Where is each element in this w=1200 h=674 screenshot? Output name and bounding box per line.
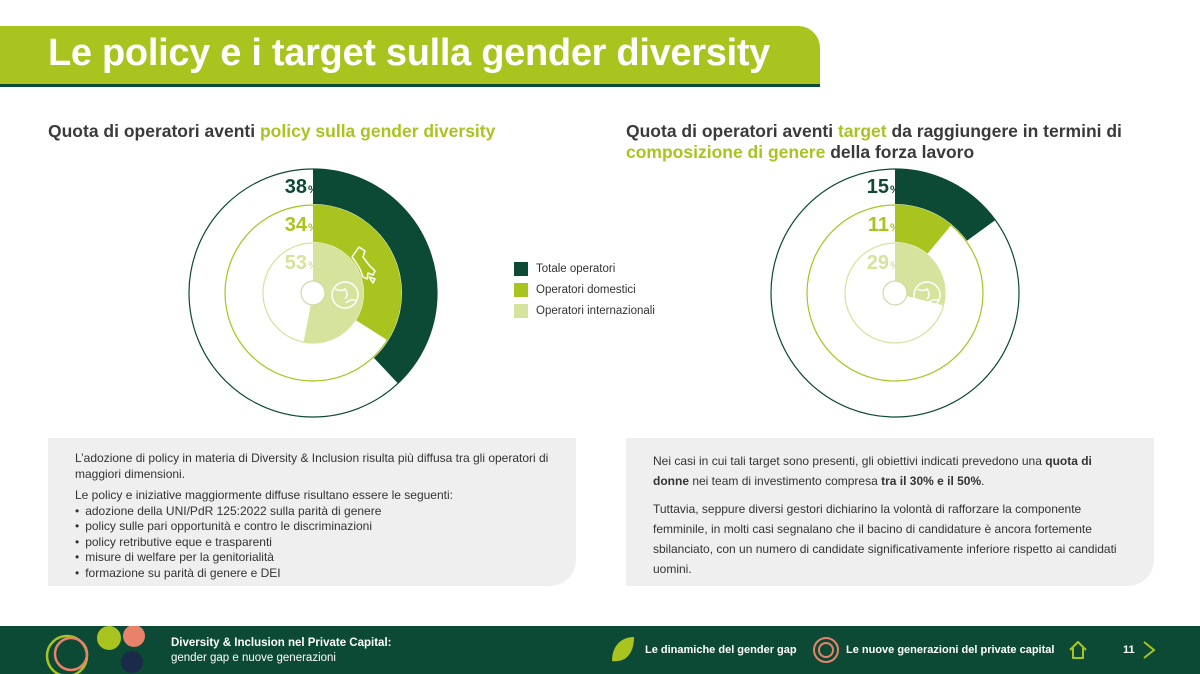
right-box-p1-mid: nei team di investimento compresa — [689, 474, 882, 488]
list-item: misure di welfare per la genitorialità — [75, 550, 550, 566]
right-text-box: Nei casi in cui tali target sono present… — [626, 438, 1154, 586]
left-box-paragraph-2: Le policy e iniziative maggiormente diff… — [75, 488, 453, 502]
footer-report-title: Diversity & Inclusion nel Private Capita… — [171, 636, 391, 666]
legend-swatch-totale — [514, 261, 528, 276]
right-unit-domestici: % — [890, 222, 900, 234]
right-label-totale: 15 — [867, 176, 889, 198]
right-subtitle-mid: da raggiungere in termini di — [886, 121, 1122, 141]
right-box-p1-post: . — [981, 474, 985, 488]
legend-swatch-internazionali — [514, 303, 528, 318]
left-donut-chart: 38 %34 %53% — [188, 168, 438, 418]
concentric-circles-icon — [813, 637, 839, 663]
left-label-totale: 38 — [285, 176, 307, 198]
nav-link-nuove-generazioni[interactable]: Le nuove generazioni del private capital — [846, 644, 1055, 656]
chart-legend: Totale operatori Operatori domestici Ope… — [514, 258, 655, 321]
right-unit-totale: % — [890, 184, 900, 196]
left-unit-totale: % — [308, 184, 318, 196]
footer-subtitle-line: gender gap e nuove generazioni — [171, 652, 336, 664]
right-unit-internazionali: % — [890, 260, 900, 272]
legend-label-domestici: Operatori domestici — [536, 283, 636, 296]
left-text-box: L’adozione di policy in materia di Diver… — [48, 438, 576, 586]
legend-item-totale: Totale operatori — [514, 258, 655, 279]
legend-item-internazionali: Operatori internazionali — [514, 300, 655, 321]
right-box-paragraph-2: Tuttavia, seppure diversi gestori dichia… — [653, 502, 1117, 576]
left-label-domestici: 34 — [285, 214, 308, 236]
left-sector-internazionali — [303, 243, 364, 343]
footer-bar: Diversity & Inclusion nel Private Capita… — [0, 626, 1200, 674]
right-box-paragraph-1: Nei casi in cui tali target sono present… — [653, 451, 1128, 491]
next-page-icon[interactable] — [1142, 640, 1156, 660]
left-chart-subtitle: Quota di operatori aventi policy sulla g… — [48, 121, 495, 142]
left-subtitle-highlight: policy sulla gender diversity — [259, 121, 496, 141]
left-italy-icon — [351, 246, 376, 284]
page-title: Le policy e i target sulla gender divers… — [48, 32, 771, 74]
right-subtitle-highlight-1: target — [837, 121, 887, 141]
right-subtitle-post: della forza lavoro — [825, 142, 975, 162]
left-unit-domestici: % — [308, 222, 318, 234]
footer-logo-circles — [45, 626, 145, 674]
footer-title-line: Diversity & Inclusion nel Private Capita… — [171, 637, 392, 649]
policy-list: adozione della UNI/PdR 125:2022 sulla pa… — [75, 504, 550, 582]
left-globe-icon — [331, 281, 359, 309]
nav-link-gender-gap[interactable]: Le dinamiche del gender gap — [645, 644, 797, 656]
page-number: 11 — [1123, 644, 1135, 656]
left-unit-internazionali: % — [308, 260, 318, 272]
left-center-hole — [300, 280, 326, 306]
legend-label-totale: Totale operatori — [536, 262, 616, 275]
right-box-p1-bold-1: quota di donne — [653, 454, 1092, 488]
right-globe-icon — [913, 281, 941, 309]
title-bar — [0, 26, 820, 86]
legend-swatch-domestici — [514, 282, 528, 297]
right-label-domestici: 11 — [868, 214, 889, 236]
right-box-p1-bold-2: tra il 30% e il 50% — [881, 474, 982, 488]
leaf-icon — [612, 637, 634, 662]
right-box-p1-pre: Nei casi in cui tali target sono present… — [653, 454, 1046, 468]
list-item: policy sulle pari opportunità e contro l… — [75, 519, 550, 535]
right-subtitle-pre: Quota di operatori aventi — [626, 121, 838, 141]
right-sector-internazionali — [895, 243, 945, 306]
right-chart-subtitle: Quota di operatori aventi target da ragg… — [626, 121, 1166, 163]
right-italy-icon — [933, 246, 958, 284]
right-center-hole — [882, 280, 908, 306]
left-label-internazionali: 53 — [285, 252, 307, 274]
legend-item-domestici: Operatori domestici — [514, 279, 655, 300]
list-item: adozione della UNI/PdR 125:2022 sulla pa… — [75, 504, 550, 520]
list-item: policy retributive eque e trasparenti — [75, 535, 550, 551]
list-item: formazione su parità di genere e DEI — [75, 566, 550, 582]
home-icon[interactable] — [1068, 640, 1088, 660]
left-box-paragraph-1: L’adozione di policy in materia di Diver… — [75, 451, 549, 481]
right-donut-chart: 15 %11 %29% — [770, 168, 1020, 418]
legend-label-internazionali: Operatori internazionali — [536, 304, 655, 317]
right-subtitle-highlight-2: composizione di genere — [626, 142, 826, 162]
left-subtitle-pre: Quota di operatori aventi — [48, 121, 260, 141]
right-label-internazionali: 29 — [867, 252, 889, 274]
title-underline — [0, 84, 820, 87]
